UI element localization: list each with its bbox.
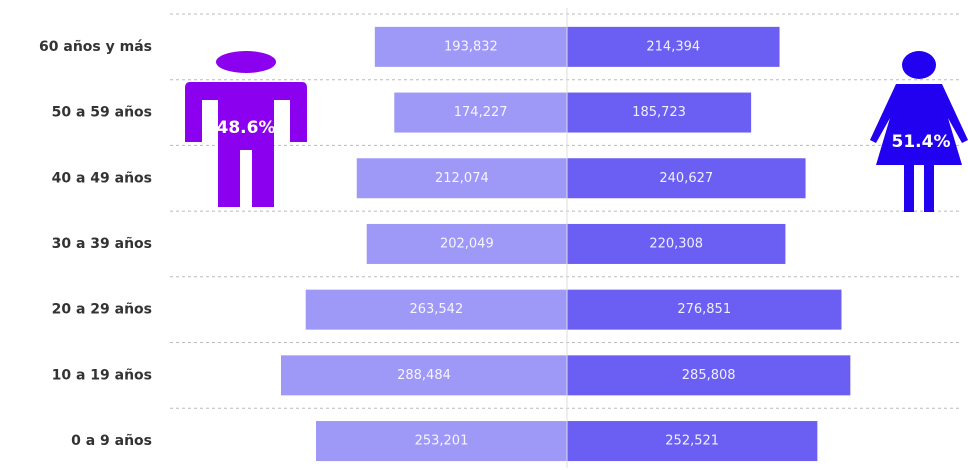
value-label: 253,201 <box>415 434 469 449</box>
bar <box>567 289 842 330</box>
value-label: 212,074 <box>435 171 489 186</box>
bar <box>567 355 851 396</box>
bar <box>315 421 567 462</box>
value-label: 288,484 <box>397 368 451 383</box>
bar <box>567 158 806 199</box>
category-label: 60 años y más <box>39 39 152 55</box>
bar <box>567 223 786 264</box>
bar <box>567 26 780 67</box>
value-label: 220,308 <box>649 236 703 251</box>
male-percent: 48.6% <box>217 118 276 138</box>
value-label: 214,394 <box>646 39 700 54</box>
category-label: 40 a 49 años <box>52 170 152 186</box>
category-label: 30 a 39 años <box>52 236 152 252</box>
bar <box>374 26 567 67</box>
value-label: 252,521 <box>665 434 719 449</box>
bar <box>366 223 567 264</box>
bar <box>305 289 567 330</box>
value-label: 174,227 <box>454 105 508 120</box>
value-label: 185,723 <box>632 105 686 120</box>
bar <box>356 158 567 199</box>
bar <box>567 92 752 133</box>
value-label: 240,627 <box>659 171 713 186</box>
value-label: 285,808 <box>682 368 736 383</box>
category-label: 0 a 9 años <box>71 433 152 449</box>
female-percent: 51.4% <box>892 132 951 152</box>
male-icon <box>185 51 307 207</box>
bar <box>567 421 818 462</box>
category-label: 10 a 19 años <box>52 367 152 383</box>
category-label: 20 a 29 años <box>52 302 152 318</box>
category-label: 50 a 59 años <box>52 105 152 121</box>
female-icon <box>870 51 968 212</box>
plot: 60 años y más 193,832 214,394 50 a 59 años 1… <box>39 8 960 468</box>
value-label: 193,832 <box>444 39 498 54</box>
bar <box>281 355 567 396</box>
value-label: 263,542 <box>409 302 463 317</box>
bar <box>394 92 567 133</box>
value-label: 276,851 <box>677 302 731 317</box>
value-label: 202,049 <box>440 236 494 251</box>
